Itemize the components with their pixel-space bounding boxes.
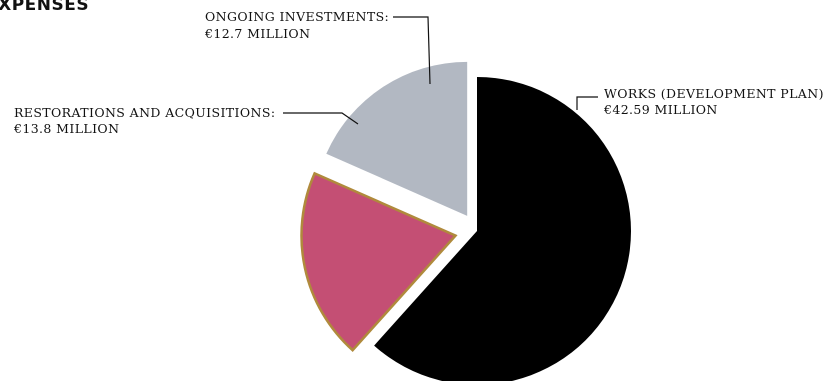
chart-title: EXPENSES — [0, 0, 90, 15]
leader-line-works — [576, 96, 598, 110]
slice-value-ongoing-investments: €12.7 MILLION — [204, 26, 310, 41]
slice-label-ongoing-investments: ONGOING INVESTMENTS: — [205, 9, 389, 24]
pie-slice-ongoing-investments — [326, 61, 468, 216]
slice-label-works: WORKS (DEVELOPMENT PLAN): — [604, 86, 824, 101]
leader-line-ongoing-investments — [393, 16, 431, 85]
pie-slice-works — [374, 77, 631, 381]
slice-label-restorations: RESTORATIONS AND ACQUISITIONS: — [14, 105, 275, 120]
pie-slice-restorations — [300, 171, 458, 352]
slice-value-restorations: €13.8 MILLION — [13, 121, 119, 136]
leader-line-restorations — [283, 112, 359, 125]
slice-value-works: €42.59 MILLION — [603, 102, 718, 117]
